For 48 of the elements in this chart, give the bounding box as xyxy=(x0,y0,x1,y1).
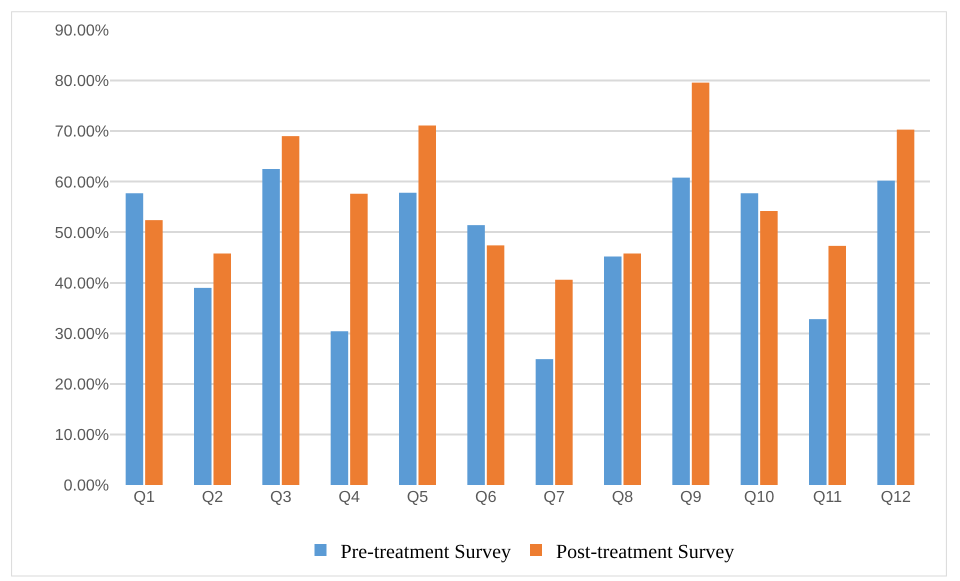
y-tick-label: 40.00% xyxy=(54,275,109,292)
bar xyxy=(760,210,778,485)
y-tick-label: 90.00% xyxy=(54,22,109,40)
x-tick-label: Q12 xyxy=(880,489,912,506)
x-tick-label: Q3 xyxy=(270,489,292,506)
bar xyxy=(809,319,827,485)
bar xyxy=(486,245,504,485)
legend-label: Post-treatment Survey xyxy=(556,540,734,563)
bar xyxy=(740,193,758,485)
bar xyxy=(145,220,163,485)
bar xyxy=(896,130,914,485)
x-tick-label: Q5 xyxy=(406,489,428,506)
y-tick-label: 30.00% xyxy=(54,326,109,343)
bar xyxy=(692,82,710,485)
bar xyxy=(126,193,144,485)
x-tick-label: Q2 xyxy=(202,489,224,506)
y-tick-label: 50.00% xyxy=(54,224,109,242)
bar xyxy=(399,192,417,485)
legend-label: Pre-treatment Survey xyxy=(340,540,511,563)
bar xyxy=(418,126,436,485)
x-tick-label: Q8 xyxy=(612,489,634,506)
bar xyxy=(623,253,641,485)
bar xyxy=(828,246,846,485)
x-tick-label: Q7 xyxy=(544,489,565,506)
bar xyxy=(282,136,300,485)
y-tick-label: 20.00% xyxy=(54,376,109,394)
bar xyxy=(672,178,690,485)
bar xyxy=(604,256,622,485)
x-tick-label: Q1 xyxy=(134,489,155,506)
y-tick-label: 80.00% xyxy=(54,73,109,90)
y-tick-label: 70.00% xyxy=(54,124,109,141)
bar xyxy=(194,288,212,485)
x-tick-label: Q4 xyxy=(338,489,360,506)
bar xyxy=(262,169,280,485)
x-tick-label: Q6 xyxy=(475,489,497,506)
y-tick-label: 10.00% xyxy=(54,427,109,444)
x-tick-label: Q11 xyxy=(812,489,842,506)
bar xyxy=(350,194,368,485)
y-tick-label: 60.00% xyxy=(54,174,109,192)
x-tick-label: Q9 xyxy=(680,489,702,506)
y-tick-label: 0.00% xyxy=(64,478,109,495)
bar xyxy=(467,225,485,485)
bar xyxy=(213,253,231,485)
bar xyxy=(555,280,573,485)
bar xyxy=(536,359,554,485)
bar xyxy=(877,180,895,485)
x-tick-label: Q10 xyxy=(744,489,774,506)
bar xyxy=(330,331,348,485)
